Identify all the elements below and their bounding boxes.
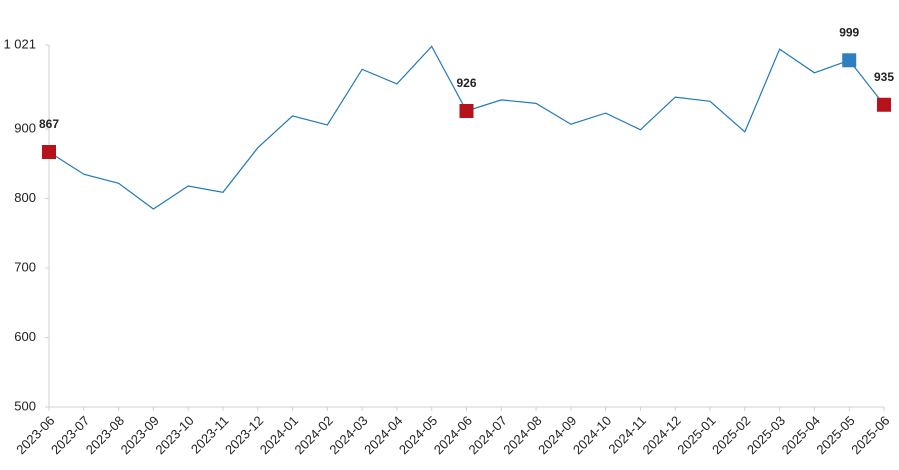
data-label: 867	[39, 117, 59, 131]
data-label: 999	[839, 25, 859, 39]
x-tick-label: 2023-10	[152, 413, 196, 457]
highlight-marker	[842, 53, 857, 68]
x-tick-label: 2024-10	[570, 413, 614, 457]
line-series	[48, 45, 885, 210]
data-label: 935	[874, 70, 894, 84]
y-tick-label: 800	[14, 190, 36, 205]
y-tick-label: 900	[14, 121, 36, 136]
highlight-marker	[459, 104, 474, 119]
highlight-marker	[42, 145, 56, 160]
y-tick-label: 700	[14, 259, 36, 274]
data-label: 926	[456, 76, 476, 90]
y-tick-label: 600	[14, 329, 36, 344]
y-tick-label: 500	[14, 398, 36, 413]
x-tick-label: 2025-06	[848, 413, 892, 457]
y-tick-label: 1 021	[3, 36, 36, 51]
highlight-marker	[877, 97, 891, 112]
